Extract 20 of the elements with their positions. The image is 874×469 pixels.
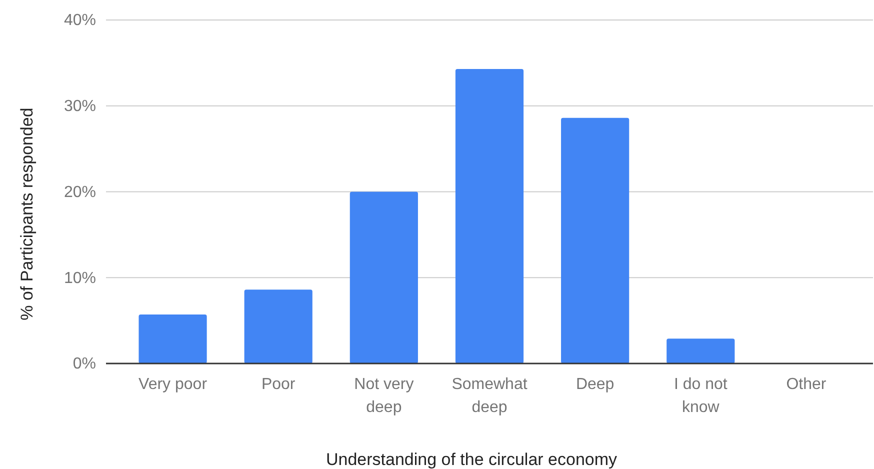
bar	[561, 118, 630, 364]
x-tick-label: Somewhat deep	[452, 376, 528, 416]
y-axis-title: % of Participants responded	[18, 108, 36, 320]
x-tick-label: Not very deep	[354, 376, 414, 416]
bar	[138, 314, 207, 364]
x-tick-label: I do not know	[674, 376, 728, 416]
y-tick-label: 20%	[64, 184, 96, 201]
bar	[244, 290, 312, 364]
y-tick-label: 40%	[64, 12, 96, 30]
y-tick-label: 30%	[64, 98, 96, 115]
x-tick-label: Poor	[261, 376, 296, 393]
bar	[666, 338, 735, 364]
bar	[350, 192, 418, 364]
y-tick-label: 10%	[64, 270, 96, 287]
y-tick-label: 0%	[72, 356, 96, 373]
bar	[455, 68, 524, 364]
x-tick-label: Deep	[576, 376, 614, 393]
x-tick-label: Other	[786, 376, 827, 393]
x-tick-label: Very poor	[138, 376, 208, 393]
x-axis-title: Understanding of the circular economy	[326, 450, 618, 469]
